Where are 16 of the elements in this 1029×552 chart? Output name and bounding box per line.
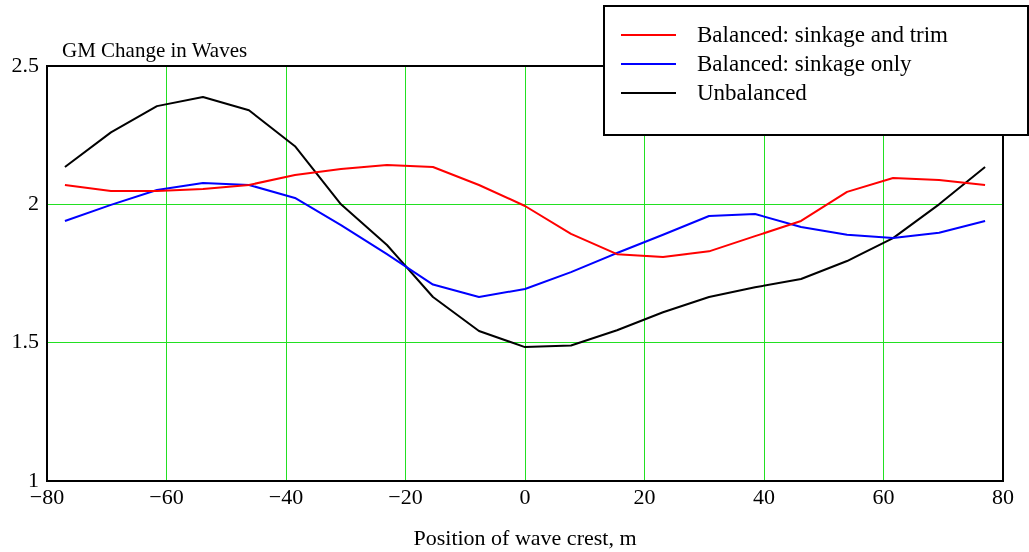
x-tick-label: −40 bbox=[268, 483, 304, 509]
x-tick-label: 40 bbox=[753, 483, 775, 509]
y-tick-label: 2.5 bbox=[11, 51, 39, 77]
legend-label: Balanced: sinkage only bbox=[697, 51, 913, 77]
x-tick-label: 60 bbox=[872, 483, 895, 509]
x-tick-label: −20 bbox=[388, 483, 423, 509]
x-tick-label: 20 bbox=[633, 483, 656, 509]
x-tick-label: 80 bbox=[992, 483, 1014, 509]
legend-label: Balanced: sinkage and trim bbox=[697, 22, 949, 48]
x-tick-label: −60 bbox=[149, 483, 184, 509]
x-tick-label: 0 bbox=[519, 483, 531, 509]
x-axis-title: Position of wave crest, m bbox=[413, 524, 637, 550]
legend-label: Unbalanced bbox=[697, 80, 808, 106]
y-tick-label: 1.5 bbox=[11, 328, 39, 354]
y-tick-label: 2 bbox=[28, 190, 39, 216]
chart-title: GM Change in Waves bbox=[62, 38, 248, 62]
